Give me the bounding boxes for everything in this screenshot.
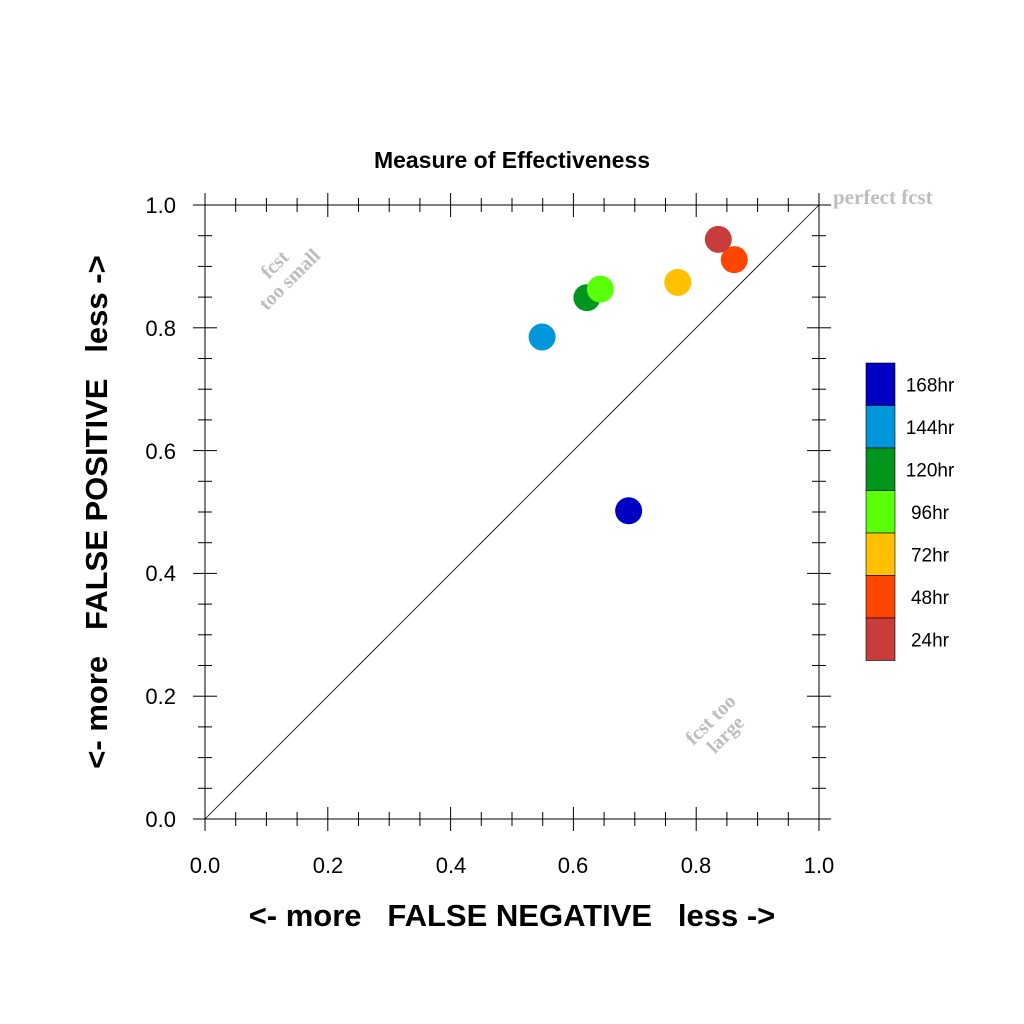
legend-swatch-168hr bbox=[865, 362, 896, 406]
y-tick-label: 0.6 bbox=[145, 439, 176, 464]
legend-label-168hr: 168hr bbox=[906, 375, 955, 396]
legend-swatch-144hr bbox=[865, 405, 896, 449]
fcst-too-large-annotation: fcst too large bbox=[681, 690, 749, 758]
legend-label-96hr: 96hr bbox=[911, 503, 950, 524]
legend-swatch-96hr bbox=[865, 490, 896, 534]
y-tick-label: 0.8 bbox=[145, 316, 176, 341]
y-axis-title: <- more FALSE POSITIVE less -> bbox=[79, 255, 114, 768]
x-tick-label: 1.0 bbox=[804, 853, 835, 878]
x-tick-label: 0.4 bbox=[436, 853, 467, 878]
axis-ticks bbox=[193, 193, 831, 831]
point-168hr bbox=[615, 497, 643, 525]
legend-swatch-48hr bbox=[865, 575, 896, 619]
x-axis-title: <- more FALSE NEGATIVE less -> bbox=[249, 898, 776, 933]
legend-swatch-72hr bbox=[865, 532, 896, 576]
perfect-forecast-diagonal bbox=[204, 204, 820, 820]
legend-label-24hr: 24hr bbox=[911, 630, 950, 651]
y-tick-labels: 0.0 0.2 0.4 0.6 0.8 1.0 bbox=[145, 193, 176, 832]
legend-swatch-120hr bbox=[865, 447, 896, 491]
legend-swatch-24hr bbox=[865, 617, 896, 661]
point-72hr bbox=[664, 268, 692, 296]
x-tick-label: 0.2 bbox=[313, 853, 344, 878]
x-tick-labels: 0.0 0.2 0.4 0.6 0.8 1.0 bbox=[190, 853, 835, 878]
point-96hr bbox=[586, 275, 614, 303]
legend-label-120hr: 120hr bbox=[906, 460, 955, 481]
point-144hr bbox=[528, 323, 556, 351]
x-tick-label: 0.0 bbox=[190, 853, 221, 878]
y-tick-label: 0.0 bbox=[145, 807, 176, 832]
chart-title: Measure of Effectiveness bbox=[374, 147, 650, 173]
y-tick-label: 1.0 bbox=[145, 193, 176, 218]
y-tick-label: 0.4 bbox=[145, 561, 176, 586]
point-24hr bbox=[704, 225, 732, 253]
legend-label-48hr: 48hr bbox=[911, 588, 950, 609]
fcst-too-small-annotation: fcst too small bbox=[255, 244, 325, 314]
x-tick-label: 0.6 bbox=[558, 853, 589, 878]
perfect-fcst-annotation: perfect fcst bbox=[833, 185, 933, 209]
fcst-too-small-line2: too small bbox=[255, 244, 325, 314]
x-tick-label: 0.8 bbox=[681, 853, 712, 878]
legend-label-144hr: 144hr bbox=[906, 418, 955, 439]
point-48hr bbox=[720, 246, 748, 274]
y-tick-label: 0.2 bbox=[145, 684, 176, 709]
legend: 168hr 144hr 120hr 96hr 72hr 48hr 24hr bbox=[865, 362, 955, 661]
data-points bbox=[528, 225, 748, 525]
legend-label-72hr: 72hr bbox=[911, 545, 950, 566]
